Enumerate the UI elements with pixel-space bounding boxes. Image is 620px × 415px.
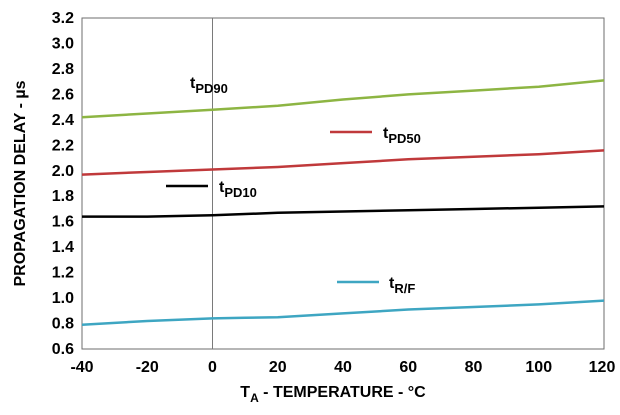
- y-tick-label: 1.4: [52, 239, 74, 256]
- y-tick-label: 3.0: [52, 35, 74, 52]
- series-line-pd50: [81, 149, 605, 176]
- legend-label-pd90: tPD90: [190, 75, 228, 96]
- series-line-pd10: [82, 205, 605, 218]
- legend-label-pd10: tPD10: [219, 179, 257, 200]
- y-tick-label: 2.8: [52, 61, 74, 78]
- y-tick-label: 2.0: [52, 163, 74, 180]
- x-tick-label: -40: [70, 359, 93, 376]
- x-tick-label: 60: [399, 359, 417, 376]
- x-tick-label: 20: [269, 359, 287, 376]
- y-tick-label: 2.4: [52, 112, 74, 129]
- y-tick-label: 0.6: [52, 341, 74, 358]
- legend-label-rf: tR/F: [389, 275, 415, 296]
- x-tick-label: 120: [589, 359, 616, 376]
- plot-frame: [81, 17, 605, 350]
- y-tick-label: 1.2: [52, 265, 74, 282]
- y-axis-title: PROPAGATION DELAY - µs: [12, 80, 29, 286]
- series-line-rf: [81, 299, 605, 327]
- y-tick-label: 1.6: [52, 214, 74, 231]
- x-tick-label: -20: [136, 359, 159, 376]
- x-tick-label: 40: [334, 359, 352, 376]
- y-tick-label: 2.6: [52, 86, 74, 103]
- y-tick-label: 0.8: [52, 316, 74, 333]
- y-tick-label: 2.2: [52, 137, 74, 154]
- x-tick-label: 80: [465, 359, 483, 376]
- y-tick-label: 1.0: [52, 290, 74, 307]
- series-line-pd90: [81, 79, 605, 119]
- x-axis-title: TA - TEMPERATURE - °C: [240, 384, 426, 405]
- legend-label-pd50: tPD50: [383, 125, 421, 146]
- y-tick-label: 3.2: [52, 10, 74, 27]
- x-tick-label: 0: [208, 359, 217, 376]
- x-tick-label: 100: [525, 359, 552, 376]
- y-tick-label: 1.8: [52, 188, 74, 205]
